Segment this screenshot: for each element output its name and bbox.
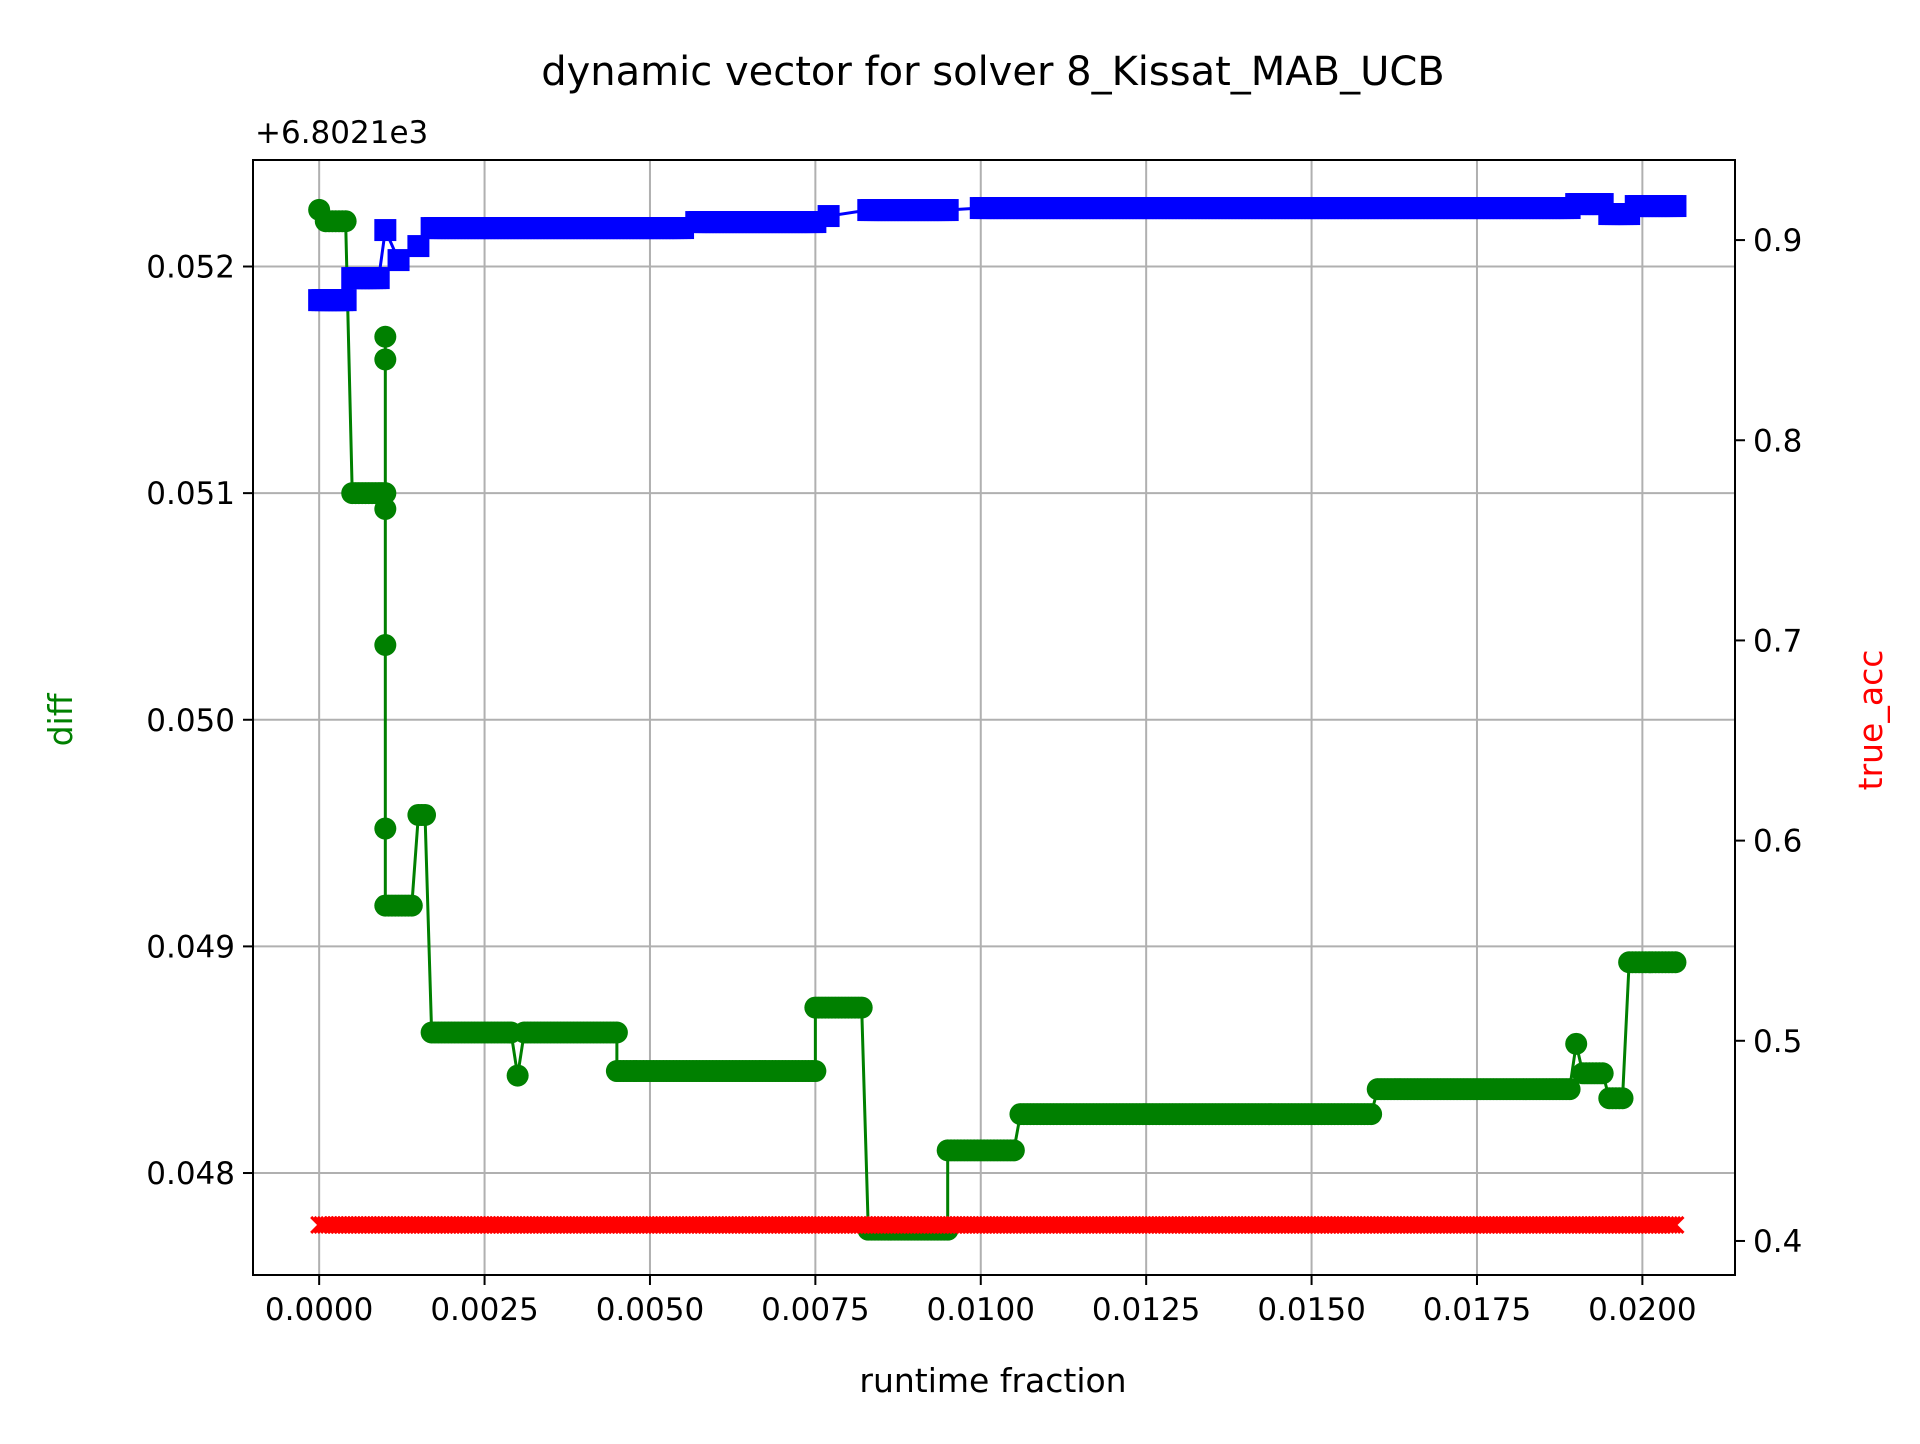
data-point bbox=[400, 894, 423, 917]
data-point bbox=[374, 482, 397, 505]
left-axis-offset-text: +6.8021e3 bbox=[255, 115, 428, 151]
left-y-tick-label: 0.049 bbox=[146, 929, 235, 965]
grid-layer bbox=[253, 160, 1735, 1275]
left-axis-label: diff bbox=[41, 692, 80, 746]
series-layer bbox=[308, 193, 1687, 1241]
data-point bbox=[1664, 195, 1687, 218]
right-y-tick-label: 0.9 bbox=[1753, 223, 1802, 259]
right-y-tick-label: 0.5 bbox=[1753, 1024, 1802, 1060]
plot-frame bbox=[252, 159, 1736, 1276]
data-point bbox=[817, 205, 840, 228]
x-tick-label: 0.0075 bbox=[761, 1292, 869, 1328]
data-point bbox=[1002, 1139, 1025, 1162]
right-y-tick-label: 0.6 bbox=[1753, 824, 1802, 860]
x-tick-label: 0.0000 bbox=[265, 1292, 373, 1328]
data-point bbox=[374, 325, 397, 348]
chart-title: dynamic vector for solver 8_Kissat_MAB_U… bbox=[541, 49, 1445, 95]
data-point bbox=[1611, 1087, 1634, 1110]
data-point bbox=[1565, 1032, 1588, 1055]
data-point bbox=[506, 1064, 529, 1087]
left-y-tick-label: 0.048 bbox=[146, 1156, 235, 1192]
data-point bbox=[1558, 1078, 1581, 1101]
x-tick-label: 0.0200 bbox=[1588, 1292, 1696, 1328]
series-1 bbox=[310, 1215, 1685, 1235]
data-point bbox=[374, 817, 397, 840]
data-point bbox=[1663, 1215, 1682, 1235]
data-point bbox=[936, 199, 959, 222]
x-tick-label: 0.0100 bbox=[927, 1292, 1035, 1328]
data-point bbox=[407, 235, 430, 258]
x-tick-label: 0.0050 bbox=[596, 1292, 704, 1328]
data-point bbox=[1664, 951, 1687, 974]
data-point bbox=[804, 1060, 827, 1083]
x-axis-label: runtime fraction bbox=[859, 1361, 1126, 1400]
data-point bbox=[374, 219, 397, 242]
right-y-tick-label: 0.8 bbox=[1753, 423, 1802, 459]
data-point bbox=[367, 267, 390, 290]
left-y-tick-label: 0.052 bbox=[146, 250, 235, 286]
series-2 bbox=[308, 193, 1687, 312]
data-point bbox=[1591, 1062, 1614, 1085]
x-tick-label: 0.0175 bbox=[1423, 1292, 1531, 1328]
data-point bbox=[1666, 1215, 1685, 1235]
tick-layer: 0.0000 0.0025 0.0050 0.0075 0.0100 0.0125 0.01… bbox=[146, 223, 1802, 1328]
left-y-tick-label: 0.050 bbox=[146, 703, 235, 739]
right-axis-label: true_acc bbox=[1851, 650, 1890, 791]
data-point bbox=[374, 633, 397, 656]
data-point bbox=[1659, 1215, 1678, 1235]
series-0 bbox=[308, 198, 1687, 1241]
x-tick-label: 0.0150 bbox=[1257, 1292, 1365, 1328]
data-point bbox=[387, 249, 410, 272]
x-tick-label: 0.0125 bbox=[1092, 1292, 1200, 1328]
data-point bbox=[334, 289, 357, 312]
data-point bbox=[374, 348, 397, 371]
data-point bbox=[374, 498, 397, 521]
x-tick-label: 0.0025 bbox=[430, 1292, 538, 1328]
data-point bbox=[850, 996, 873, 1019]
data-point bbox=[334, 210, 357, 233]
right-y-tick-label: 0.4 bbox=[1753, 1224, 1802, 1260]
left-y-tick-label: 0.051 bbox=[146, 476, 235, 512]
data-point bbox=[605, 1021, 628, 1044]
data-point bbox=[414, 803, 437, 826]
data-point bbox=[1360, 1103, 1383, 1126]
right-y-tick-label: 0.7 bbox=[1753, 623, 1802, 659]
